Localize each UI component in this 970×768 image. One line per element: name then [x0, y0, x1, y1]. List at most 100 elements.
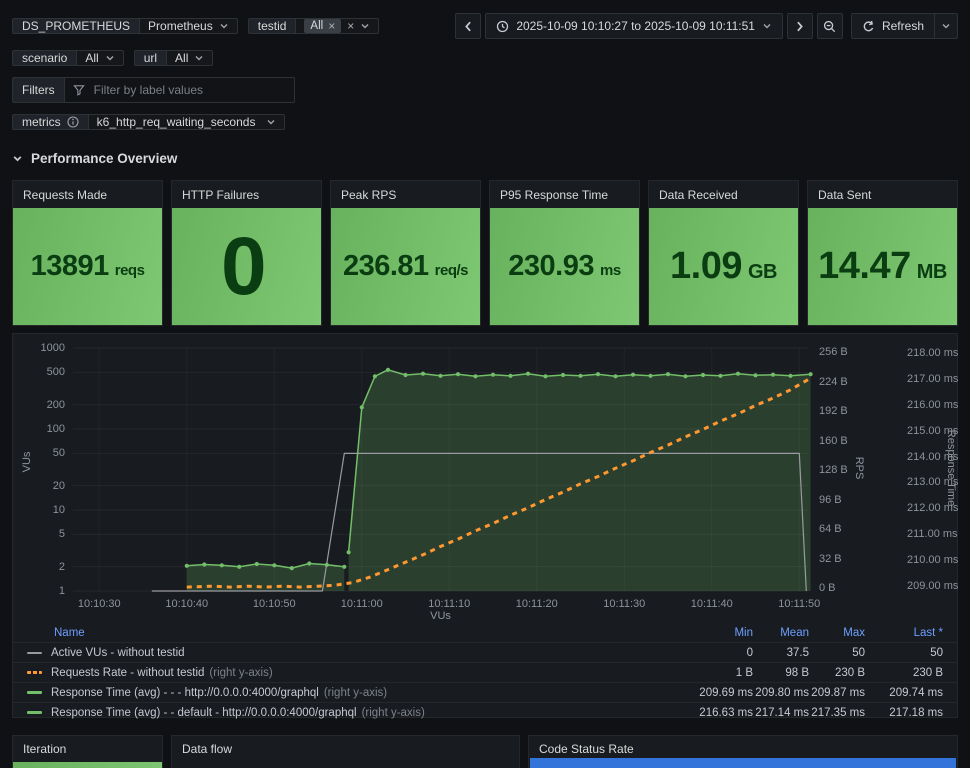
filters-input-wrap [64, 77, 295, 103]
section-performance-overview[interactable]: Performance Overview [12, 151, 177, 166]
legend-header-max[interactable]: Max [843, 627, 865, 639]
legend-min: 1 B [735, 666, 753, 679]
datasource-select[interactable]: Prometheus [140, 18, 238, 34]
refresh-button[interactable]: Refresh [850, 13, 958, 39]
filters-input[interactable] [91, 82, 286, 98]
stat-panel-http-failures: HTTP Failures 0 [171, 180, 322, 326]
legend-min: 216.63 ms [699, 706, 753, 719]
axis-tick: 10:11:20 [515, 598, 558, 610]
testid-chip[interactable]: All × [304, 19, 342, 33]
chevron-down-icon [361, 23, 369, 29]
legend-max: 209.87 ms [811, 686, 865, 699]
panel-title[interactable]: Code Status Rate [539, 742, 634, 756]
stat-body: 230.93 ms [490, 208, 639, 325]
legend-last: 50 [930, 646, 943, 659]
timeseries-chart [73, 347, 813, 592]
axis-tick: 211.00 ms [907, 528, 958, 541]
panel-title[interactable]: HTTP Failures [182, 187, 260, 202]
axis-tick: 10:11:50 [778, 598, 821, 610]
panel-title[interactable]: Peak RPS [341, 187, 397, 202]
time-controls: 2025-10-09 10:10:27 to 2025-10-09 10:11:… [451, 13, 958, 39]
panel-title[interactable]: P95 Response Time [500, 187, 609, 202]
refresh-interval-dropdown[interactable] [934, 14, 957, 38]
stat-unit: req/s [434, 262, 469, 279]
chevron-down-icon [267, 119, 275, 125]
axis-tick: 2 [58, 560, 65, 573]
clear-all-icon[interactable]: × [347, 19, 355, 33]
panel-title[interactable]: Data Received [659, 187, 738, 202]
axis-tick: 218.00 ms [907, 346, 959, 359]
axis-tick: 64 B [819, 523, 842, 535]
stat-panel-p95-response-time: P95 Response Time 230.93 ms [489, 180, 640, 326]
axis-tick: 20 [52, 479, 65, 492]
legend-last: 209.74 ms [889, 686, 943, 699]
scenario-select[interactable]: All [77, 50, 124, 66]
stat-value: 230.93 [508, 250, 594, 282]
metrics-select[interactable]: k6_http_req_waiting_seconds [88, 114, 285, 130]
axis-tick: 210.00 ms [907, 554, 959, 567]
refresh-icon [863, 20, 874, 31]
series-swatch-green [27, 711, 42, 714]
axis-tick: 5 [58, 528, 65, 541]
axis-tick: 10:11:40 [690, 598, 733, 610]
legend-series-name[interactable]: Requests Rate - without testid (right y-a… [51, 666, 273, 679]
legend-mean: 217.14 ms [755, 706, 809, 719]
filters-label: Filters [12, 77, 65, 103]
panel-title[interactable]: Iteration [23, 742, 67, 756]
stat-unit: GB [747, 261, 778, 283]
time-range-picker[interactable]: 2025-10-09 10:10:27 to 2025-10-09 10:11:… [485, 13, 783, 39]
legend-max: 230 B [834, 666, 865, 679]
panel-data-flow: Data flow [171, 735, 520, 768]
metrics-label: metrics [12, 114, 89, 130]
axis-tick: 10:10:50 [252, 598, 296, 610]
legend-series-name[interactable]: Response Time (avg) - - default - http:/… [51, 706, 425, 719]
panel-title[interactable]: Data flow [182, 742, 233, 756]
legend-header-min[interactable]: Min [734, 627, 753, 639]
testid-control: testid All × × [247, 18, 380, 34]
remove-chip-icon[interactable]: × [328, 19, 336, 33]
legend-max: 50 [852, 646, 865, 659]
url-select[interactable]: All [167, 50, 214, 66]
axis-tick: 212.00 ms [907, 502, 959, 515]
time-shift-forward-button[interactable] [786, 13, 813, 39]
chevron-down-icon [220, 23, 228, 29]
legend-max: 217.35 ms [811, 706, 865, 719]
legend-header: Name Min Mean Max Last * [13, 624, 957, 642]
axis-tick: 50 [52, 447, 65, 460]
axis-tick: 1 [58, 585, 65, 597]
series-swatch-orange-dashed [27, 671, 42, 674]
time-shift-back-button[interactable] [455, 13, 482, 39]
stat-value: 13891 [30, 250, 110, 282]
refresh-main[interactable]: Refresh [852, 14, 934, 38]
filters-control: Filters [12, 77, 295, 103]
legend-header-name[interactable]: Name [54, 627, 85, 639]
legend-row: Active VUs - without testid 0 37.5 50 50 [13, 642, 957, 662]
stat-body: 236.81 req/s [331, 208, 480, 325]
legend-min: 209.69 ms [699, 686, 753, 699]
axis-tick: 500 [46, 366, 65, 379]
legend-series-name[interactable]: Active VUs - without testid [51, 646, 185, 659]
zoom-out-icon [824, 20, 836, 32]
chevron-down-icon [763, 23, 771, 29]
series-swatch-gray [27, 651, 42, 654]
axis-tick: 96 B [819, 493, 842, 506]
panel-iteration: Iteration [12, 735, 163, 768]
stat-unit: MB [916, 261, 948, 283]
chart-plot-area[interactable]: VUs RPS Response Time VUs 1000 500 200 100 5… [13, 334, 958, 624]
legend-header-mean[interactable]: Mean [780, 627, 809, 639]
axis-tick: 192 B [819, 405, 848, 417]
testid-select[interactable]: All × × [296, 18, 380, 34]
stat-value: 236.81 [342, 250, 429, 282]
stat-panel-peak-rps: Peak RPS 236.81 req/s [330, 180, 481, 326]
chevron-down-icon [942, 23, 950, 29]
zoom-out-button[interactable] [816, 13, 843, 39]
stat-unit: reqs [114, 262, 145, 279]
legend-series-name[interactable]: Response Time (avg) - - - http://0.0.0.0… [51, 686, 388, 699]
legend-header-last[interactable]: Last * [913, 627, 943, 639]
panel-title[interactable]: Data Sent [818, 187, 872, 202]
legend-last: 217.18 ms [889, 706, 943, 719]
legend-row: Response Time (avg) - - default - http:/… [13, 702, 957, 722]
time-range-text: 2025-10-09 10:10:27 to 2025-10-09 10:11:… [516, 19, 755, 33]
panel-title[interactable]: Requests Made [23, 187, 108, 202]
